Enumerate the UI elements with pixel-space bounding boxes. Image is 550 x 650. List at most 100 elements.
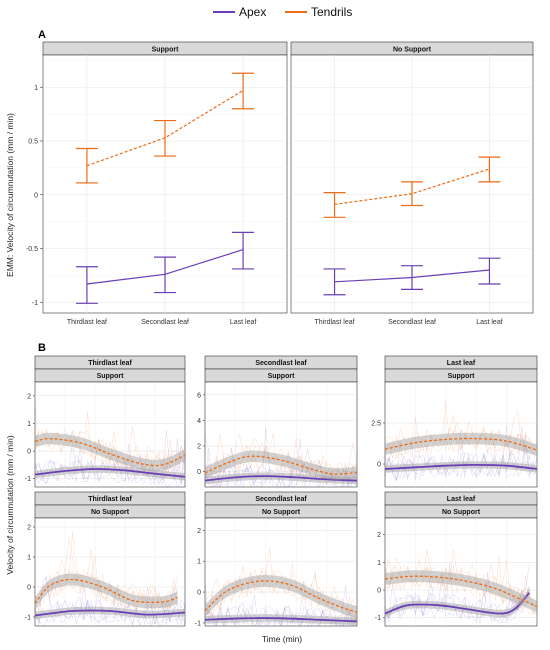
raw-trace-tendrils	[385, 422, 537, 458]
legend-label-apex: Apex	[239, 5, 266, 19]
y-tick-label: -1	[25, 615, 31, 622]
raw-trace-apex	[385, 426, 537, 480]
raw-trace-apex	[205, 602, 357, 626]
y-tick-label: 0	[27, 585, 31, 592]
raw-trace-tendrils	[35, 429, 185, 475]
panel-b-facet-4: Thirdlast leaf No Support 2 1 0 -1	[25, 491, 186, 627]
y-tick-label: 1	[27, 555, 31, 562]
y-tick-label: 0	[377, 588, 381, 595]
confidence-band-apex	[205, 614, 357, 626]
confidence-band-tendrils	[35, 432, 185, 472]
panel-b-facet-6: Last leaf No Support 2 1 0 -1	[375, 491, 538, 627]
fit-line-tendrils	[385, 437, 537, 451]
panel-b-facet-5: Secondlast leaf No Support 2 1 0 -1	[195, 491, 358, 627]
raw-trace-tendrils	[385, 421, 537, 462]
y-tick-label: -1	[195, 620, 201, 627]
facet-strip-support-label: No Support	[262, 509, 301, 516]
raw-trace-tendrils	[205, 567, 357, 623]
plot-area	[34, 517, 186, 627]
raw-trace-tendrils	[385, 558, 537, 615]
y-tick-label: 2	[27, 525, 31, 532]
facet-strip-support-label: No Support	[442, 509, 481, 516]
legend-label-tendrils: Tendrils	[311, 5, 352, 19]
raw-trace-tendrils	[385, 557, 537, 610]
y-tick-label: 1	[27, 421, 31, 428]
panel-b-facet-2: Secondlast leaf Support 6 4 2 0	[197, 355, 358, 488]
raw-trace-tendrils	[205, 564, 357, 620]
confidence-band-apex	[385, 589, 530, 618]
raw-trace-tendrils	[205, 434, 357, 485]
raw-trace-apex	[205, 459, 357, 487]
raw-trace-tendrils	[385, 426, 537, 459]
error-bar-apex	[323, 268, 346, 296]
raw-trace-tendrils	[35, 532, 178, 613]
facet-strip-support-label: No Support	[91, 509, 130, 516]
fit-line-tendrils	[35, 578, 178, 604]
raw-trace-tendrils	[35, 560, 178, 612]
raw-trace-apex	[205, 601, 357, 626]
panel-b-facet-1: Thirdlast leaf Support 2 1 0 -1	[25, 355, 186, 488]
raw-trace-tendrils	[35, 549, 178, 610]
confidence-band-tendrils	[35, 573, 178, 610]
raw-trace-apex	[35, 436, 185, 487]
error-bar-tendrils	[75, 147, 98, 184]
y-tick-label: 2	[377, 532, 381, 539]
y-tick-label: -1	[25, 476, 31, 483]
x-tick-label: Last leaf	[476, 319, 503, 326]
raw-trace-apex	[35, 577, 185, 626]
fit-line-apex	[35, 468, 185, 478]
x-tick-label: Secondlast leaf	[388, 319, 436, 326]
facet-strip-leaf-label: Secondlast leaf	[255, 496, 307, 503]
x-tick-label: Last leaf	[230, 319, 257, 326]
x-tick-label: Secondlast leaf	[141, 319, 189, 326]
panel-b-x-axis-label: Time (min)	[262, 634, 302, 644]
panel-b-label: B	[38, 342, 46, 354]
error-bar-apex	[401, 265, 423, 290]
facet-strip-support-label: Support	[268, 373, 295, 380]
y-tick-label: -1	[375, 615, 381, 622]
raw-trace-apex	[35, 430, 185, 487]
raw-trace-tendrils	[205, 566, 357, 620]
fit-line-apex	[205, 617, 357, 623]
raw-trace-tendrils	[385, 556, 537, 611]
raw-trace-tendrils	[205, 548, 357, 625]
raw-trace-apex	[385, 435, 537, 481]
panel-a-facet-2: No Support Thirdlast leaf Secondlast leaf L…	[290, 41, 534, 326]
confidence-band-tendrils	[385, 432, 537, 456]
y-tick-label: 1	[377, 560, 381, 567]
x-tick-label: Thirdlast leaf	[67, 319, 107, 326]
raw-trace-apex	[385, 563, 530, 622]
raw-trace-tendrils	[35, 538, 178, 612]
y-tick-label: 0	[377, 462, 381, 469]
fit-line-apex	[385, 463, 537, 470]
error-bar-apex	[75, 266, 98, 304]
facet-strip-leaf-label: Thirdlast leaf	[88, 360, 132, 367]
raw-trace-tendrils	[205, 571, 357, 615]
raw-trace-apex	[385, 583, 530, 625]
y-tick-label: 6	[197, 392, 201, 399]
y-tick-label: 2.5	[371, 421, 381, 428]
raw-trace-tendrils	[385, 410, 537, 460]
error-bar-apex	[154, 256, 176, 294]
y-tick-label: 2	[197, 444, 201, 451]
raw-trace-tendrils	[205, 433, 357, 484]
confidence-band-apex	[35, 465, 185, 481]
fit-line-apex	[35, 609, 185, 617]
facet-strip-leaf-label: Last leaf	[447, 360, 476, 367]
raw-trace-tendrils	[385, 401, 537, 460]
raw-trace-tendrils	[385, 549, 537, 615]
facet-strip-leaf-label: Secondlast leaf	[255, 360, 307, 367]
raw-trace-apex	[205, 580, 357, 626]
series-line-tendrils	[334, 168, 490, 205]
plot-area	[384, 381, 538, 488]
raw-trace-apex	[35, 445, 185, 485]
error-bar-tendrils	[323, 192, 346, 218]
y-tick-label: -1	[32, 300, 38, 307]
fit-line-apex	[205, 475, 357, 482]
confidence-band-tendrils	[385, 570, 537, 613]
y-tick-label: -0.5	[26, 246, 38, 253]
panel-b-facet-3: Last leaf Support 2.5 0	[371, 355, 538, 488]
facet-strip-leaf-label: Thirdlast leaf	[88, 496, 132, 503]
raw-trace-apex	[205, 581, 357, 626]
